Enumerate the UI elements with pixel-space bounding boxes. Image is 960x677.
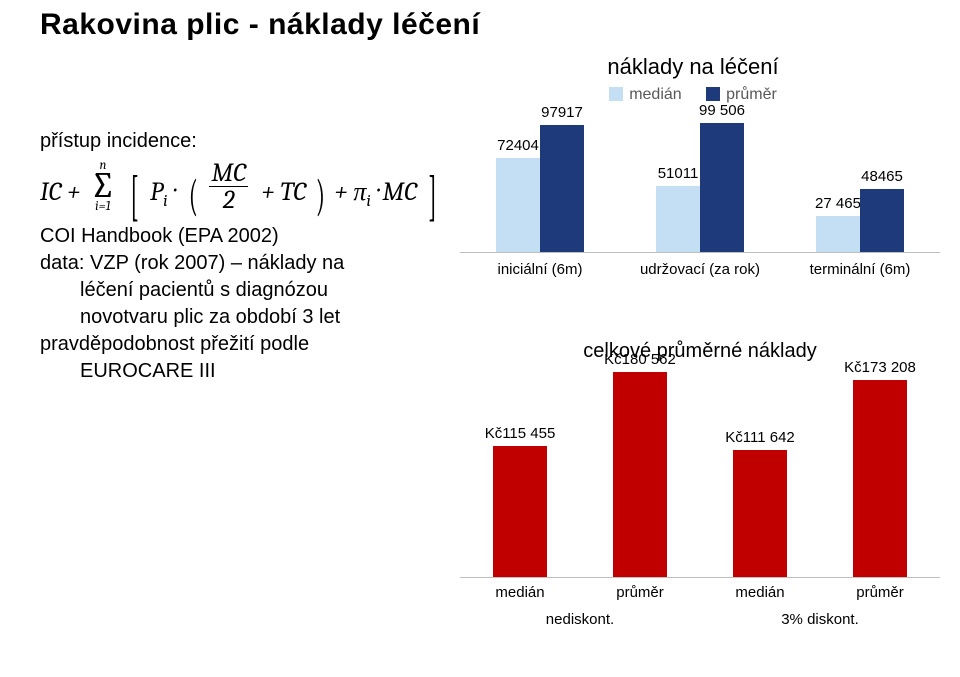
bot-x2-0: nediskont. <box>460 611 700 628</box>
bot-bar-label: Kč180 562 <box>604 351 676 368</box>
top-cat-0: iniciální (6m) <box>460 261 620 278</box>
bot-bar-label: Kč115 455 <box>485 425 556 442</box>
top-bar-label: 48465 <box>861 168 903 185</box>
body-line: EUROCARE III <box>40 358 420 385</box>
top-bar-label: 27 465 <box>815 195 861 212</box>
top-chart-categories: iniciální (6m) udržovací (za rok) termin… <box>460 261 940 278</box>
formula: IC + n ∑ i=1 [ Pi · ( MC 2 + TC ) + πi ·… <box>40 159 420 213</box>
top-bar <box>540 125 584 252</box>
top-bar <box>700 123 744 252</box>
top-bar-label: 51011 <box>658 165 699 182</box>
top-bar <box>816 216 860 252</box>
legend-items: medián průměr <box>498 86 888 104</box>
bot-x1-2: medián <box>700 584 820 601</box>
legend-heading: náklady na léčení <box>498 54 888 80</box>
top-cat-2: terminální (6m) <box>780 261 940 278</box>
left-body: COI Handbook (EPA 2002) data: VZP (rok 2… <box>40 223 420 385</box>
page-title: Rakovina plic - náklady léčení <box>40 8 480 42</box>
bot-bar <box>853 380 907 577</box>
left-text-block: přístup incidence: IC + n ∑ i=1 [ Pi · (… <box>40 130 420 385</box>
legend-label-median: medián <box>629 86 681 103</box>
body-line: pravděpodobnost přežití podle <box>40 331 420 358</box>
bot-x1-3: průměr <box>820 584 940 601</box>
top-cat-1: udržovací (za rok) <box>620 261 780 278</box>
body-line: COI Handbook (EPA 2002) <box>40 223 420 250</box>
frac-den: 2 <box>209 187 248 213</box>
body-line: data: VZP (rok 2007) – náklady na <box>40 250 420 277</box>
top-chart-plot: 72404979175101199 50627 46548465 <box>460 122 940 253</box>
bot-x1-0: medián <box>460 584 580 601</box>
bottom-chart-xrow1: medián průměr medián průměr <box>460 584 940 601</box>
legend-item-median: medián <box>609 86 681 104</box>
top-chart-legend: náklady na léčení medián průměr <box>498 54 888 104</box>
bottom-chart-plot: Kč115 455Kč180 562Kč111 642Kč173 208 <box>460 367 940 578</box>
bot-bar-label: Kč111 642 <box>725 429 795 446</box>
bot-x1-1: průměr <box>580 584 700 601</box>
body-line: léčení pacientů s diagnózou <box>40 277 420 304</box>
top-bar <box>496 158 540 252</box>
bot-bar <box>493 446 547 577</box>
top-bar <box>860 189 904 252</box>
top-bar <box>656 186 700 252</box>
top-bar-label: 97917 <box>541 104 583 121</box>
incidence-label: přístup incidence: <box>40 130 420 153</box>
bottom-chart-xrow2: nediskont. 3% diskont. <box>460 611 940 628</box>
bottom-bar-chart: celkové průměrné náklady Kč115 455Kč180 … <box>460 340 940 640</box>
bot-bar <box>733 450 787 577</box>
body-line: novotvaru plic za období 3 let <box>40 304 420 331</box>
bot-bar <box>613 372 667 577</box>
bot-bar-label: Kč173 208 <box>844 359 916 376</box>
bot-x2-1: 3% diskont. <box>700 611 940 628</box>
top-bar-chart: 72404979175101199 50627 46548465 iniciál… <box>460 122 940 312</box>
top-bar-label: 72404 <box>497 137 539 154</box>
legend-swatch-mean <box>706 87 720 101</box>
legend-label-mean: průměr <box>726 86 777 103</box>
top-bar-label: 99 506 <box>699 102 745 119</box>
legend-swatch-median <box>609 87 623 101</box>
frac-num: MC <box>209 160 248 187</box>
